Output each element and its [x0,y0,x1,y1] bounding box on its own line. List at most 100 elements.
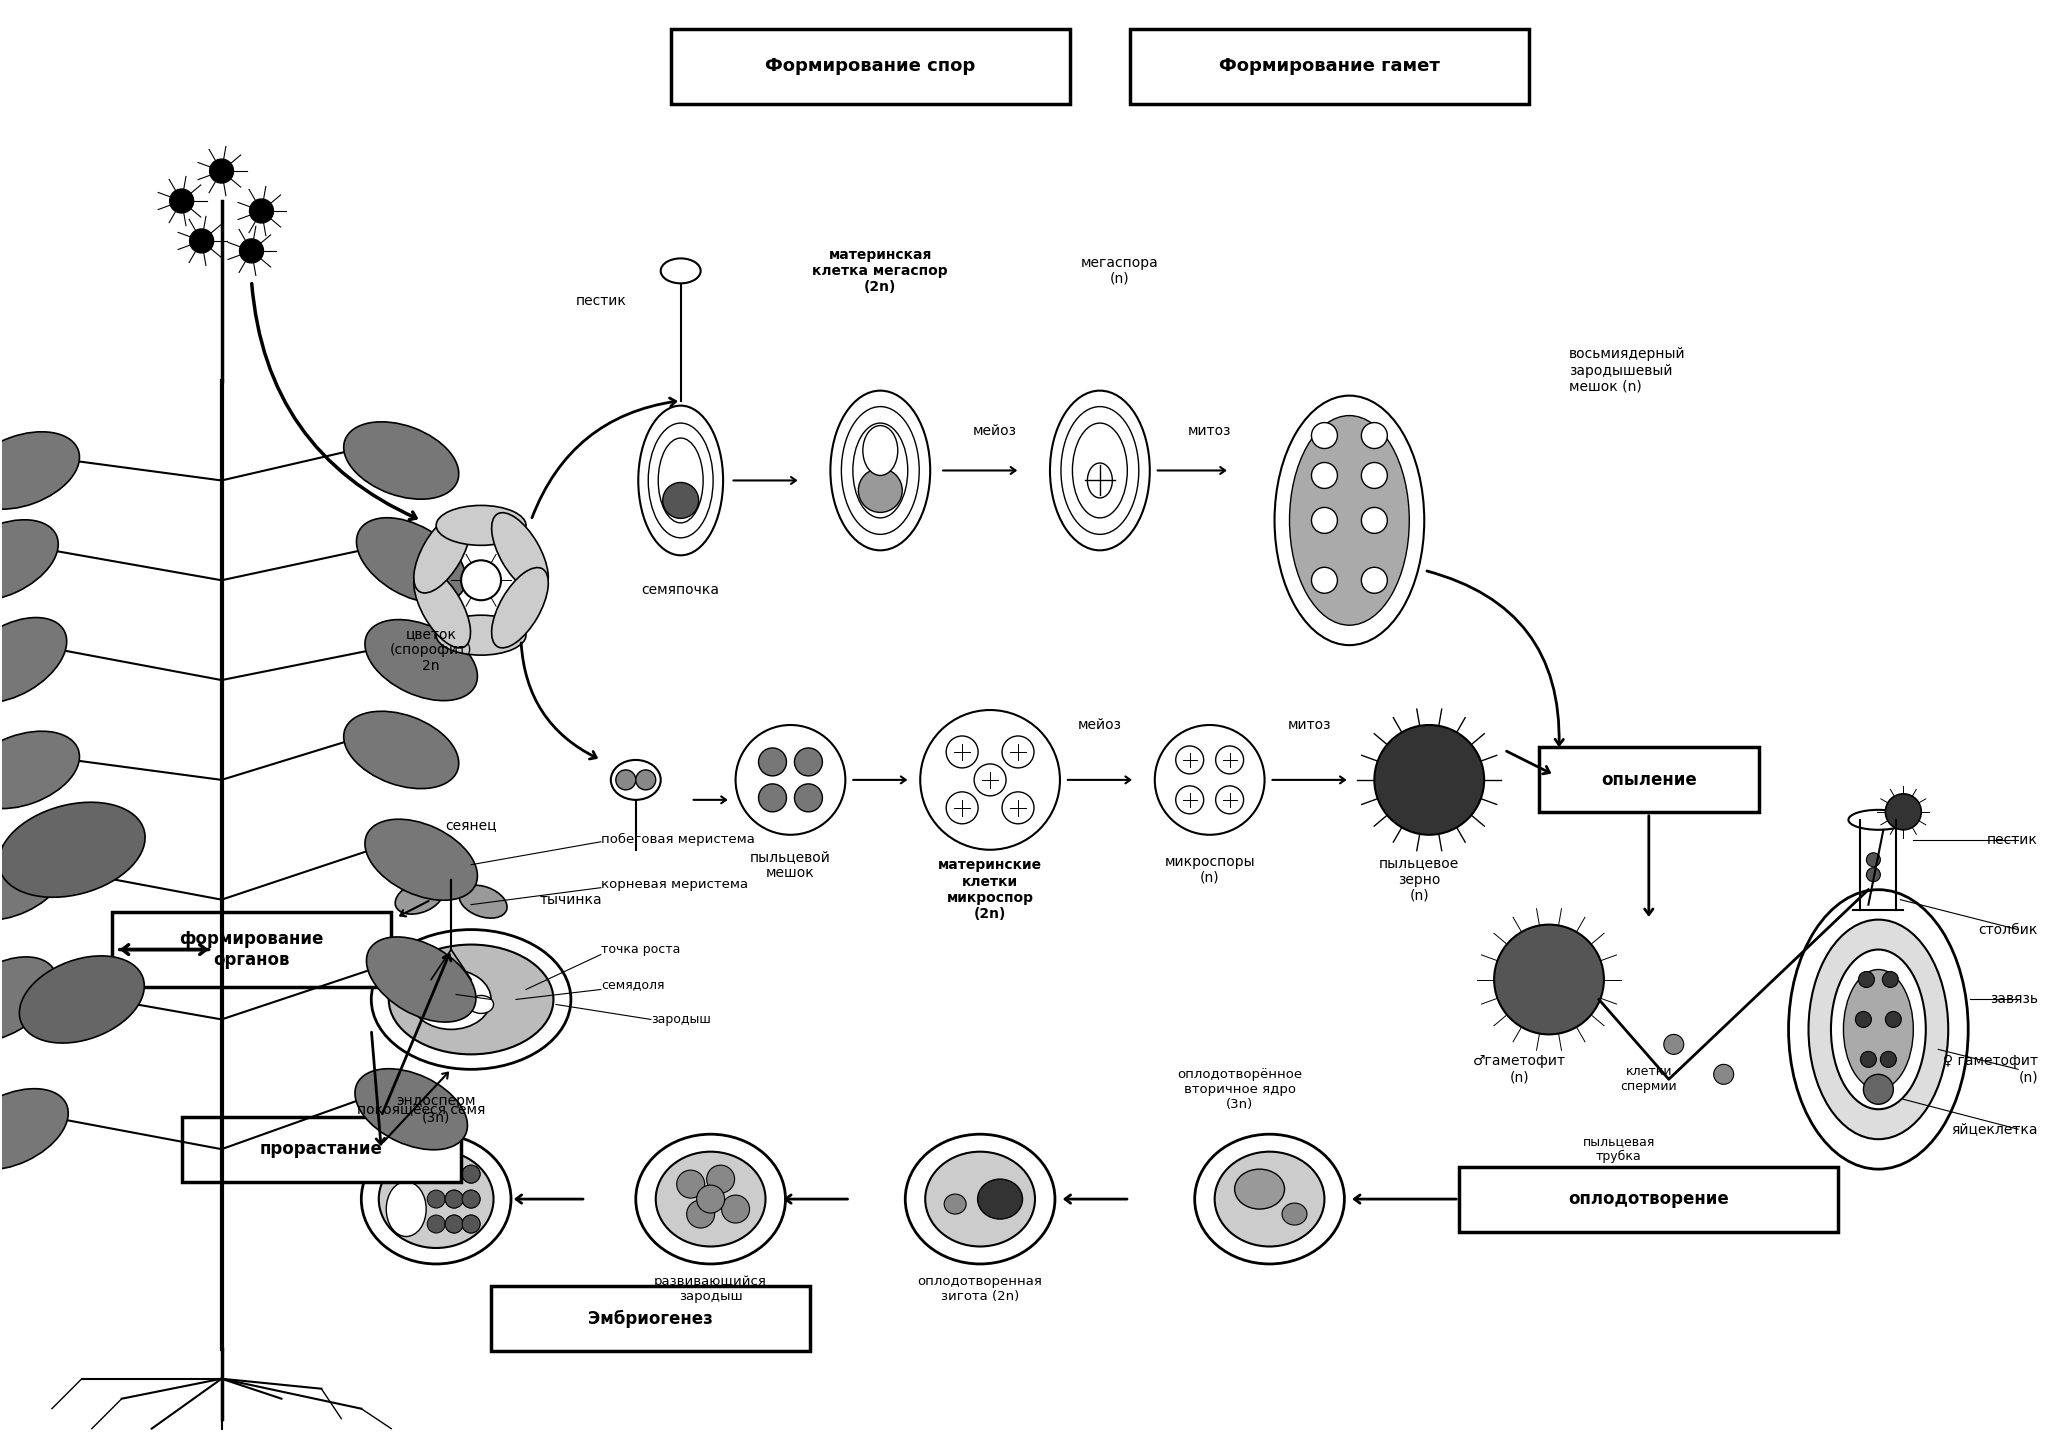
Text: оплодотворённое
вторичное ядро
(3n): оплодотворённое вторичное ядро (3n) [1176,1067,1303,1110]
Text: побеговая меристема: побеговая меристема [601,833,754,846]
Circle shape [462,560,501,601]
Text: восьмиядерный
зародышевый
мешок (n): восьмиядерный зародышевый мешок (n) [1570,348,1686,394]
Ellipse shape [657,1152,766,1246]
Ellipse shape [1789,890,1967,1170]
Ellipse shape [344,712,460,788]
Text: материнская
клетка мегаспор
(2n): материнская клетка мегаспор (2n) [812,248,949,295]
Circle shape [249,199,273,222]
Circle shape [1311,423,1338,449]
Circle shape [1002,791,1033,825]
Ellipse shape [418,978,454,1002]
Ellipse shape [0,839,68,920]
Ellipse shape [19,956,145,1043]
Ellipse shape [648,423,712,537]
Text: корневая меристема: корневая меристема [601,878,748,891]
FancyBboxPatch shape [671,29,1071,104]
Ellipse shape [1808,920,1949,1139]
Circle shape [462,1190,480,1209]
Ellipse shape [0,803,145,897]
Text: зародыш: зародыш [650,1012,710,1025]
FancyBboxPatch shape [112,913,391,988]
Circle shape [1311,567,1338,593]
Ellipse shape [371,930,572,1070]
Text: микроспоры
(n): микроспоры (n) [1164,855,1255,885]
Ellipse shape [1274,396,1425,645]
Ellipse shape [412,969,491,1030]
Ellipse shape [638,406,723,556]
Ellipse shape [1050,391,1149,550]
Ellipse shape [659,438,704,523]
Ellipse shape [636,1134,785,1264]
Circle shape [1885,794,1922,830]
Circle shape [427,1190,445,1209]
Circle shape [445,1190,464,1209]
Ellipse shape [344,422,460,500]
Ellipse shape [1073,423,1127,518]
Circle shape [445,1165,464,1183]
Circle shape [946,736,978,768]
Ellipse shape [468,995,493,1014]
Circle shape [1002,736,1033,768]
Circle shape [1176,747,1203,774]
Circle shape [1864,1074,1893,1105]
Circle shape [462,1214,480,1233]
Circle shape [427,1214,445,1233]
Circle shape [677,1170,704,1199]
Circle shape [445,1214,464,1233]
Ellipse shape [414,567,470,648]
Text: материнские
клетки
микроспор
(2n): материнские клетки микроспор (2n) [938,858,1042,921]
Ellipse shape [864,426,897,475]
Ellipse shape [387,1181,427,1236]
Ellipse shape [978,1180,1023,1219]
Circle shape [462,1190,480,1209]
Text: ♂гаметофит
(n): ♂гаметофит (n) [1472,1054,1566,1084]
Circle shape [663,482,698,518]
Ellipse shape [1234,1170,1284,1209]
Ellipse shape [944,1194,967,1214]
Ellipse shape [367,937,476,1022]
Ellipse shape [356,518,466,604]
Circle shape [758,748,787,775]
Circle shape [973,764,1007,796]
Ellipse shape [414,513,470,593]
Text: оплодотворенная
зигота (2n): оплодотворенная зигота (2n) [917,1275,1042,1302]
Text: семяпочка: семяпочка [642,583,721,598]
Circle shape [1866,853,1880,866]
Text: Формирование спор: Формирование спор [764,58,975,75]
Text: развивающийся
зародыш: развивающийся зародыш [654,1275,766,1302]
Ellipse shape [0,1089,68,1170]
Text: мейоз: мейоз [973,423,1017,438]
FancyBboxPatch shape [1131,29,1528,104]
Ellipse shape [0,432,79,510]
Text: эндосперм
(3n): эндосперм (3n) [396,1095,476,1125]
Circle shape [427,1165,445,1183]
Ellipse shape [905,1134,1054,1264]
Text: клетки
спермии: клетки спермии [1620,1066,1678,1093]
Circle shape [1663,1034,1684,1054]
Circle shape [1856,1011,1872,1028]
Text: точка роста: точка роста [601,943,679,956]
Ellipse shape [437,615,526,656]
Circle shape [1858,972,1874,988]
Ellipse shape [396,881,443,914]
Circle shape [445,1165,464,1183]
Ellipse shape [661,258,700,283]
Circle shape [170,189,193,212]
Text: семядоля: семядоля [601,978,665,991]
Circle shape [1216,786,1243,814]
Circle shape [636,770,657,790]
Ellipse shape [1290,416,1408,625]
Text: митоз: митоз [1288,718,1332,732]
Text: пыльцевой
мешок: пыльцевой мешок [750,849,830,879]
Ellipse shape [354,1069,468,1149]
Ellipse shape [491,567,549,648]
Ellipse shape [0,957,56,1043]
FancyBboxPatch shape [1460,1167,1839,1232]
Text: пыльцевое
зерно
(n): пыльцевое зерно (n) [1379,856,1460,902]
Ellipse shape [364,819,478,900]
Text: прорастание: прорастание [261,1141,383,1158]
Circle shape [920,710,1060,849]
Ellipse shape [926,1152,1036,1246]
Ellipse shape [379,1151,493,1248]
Circle shape [462,1165,480,1183]
